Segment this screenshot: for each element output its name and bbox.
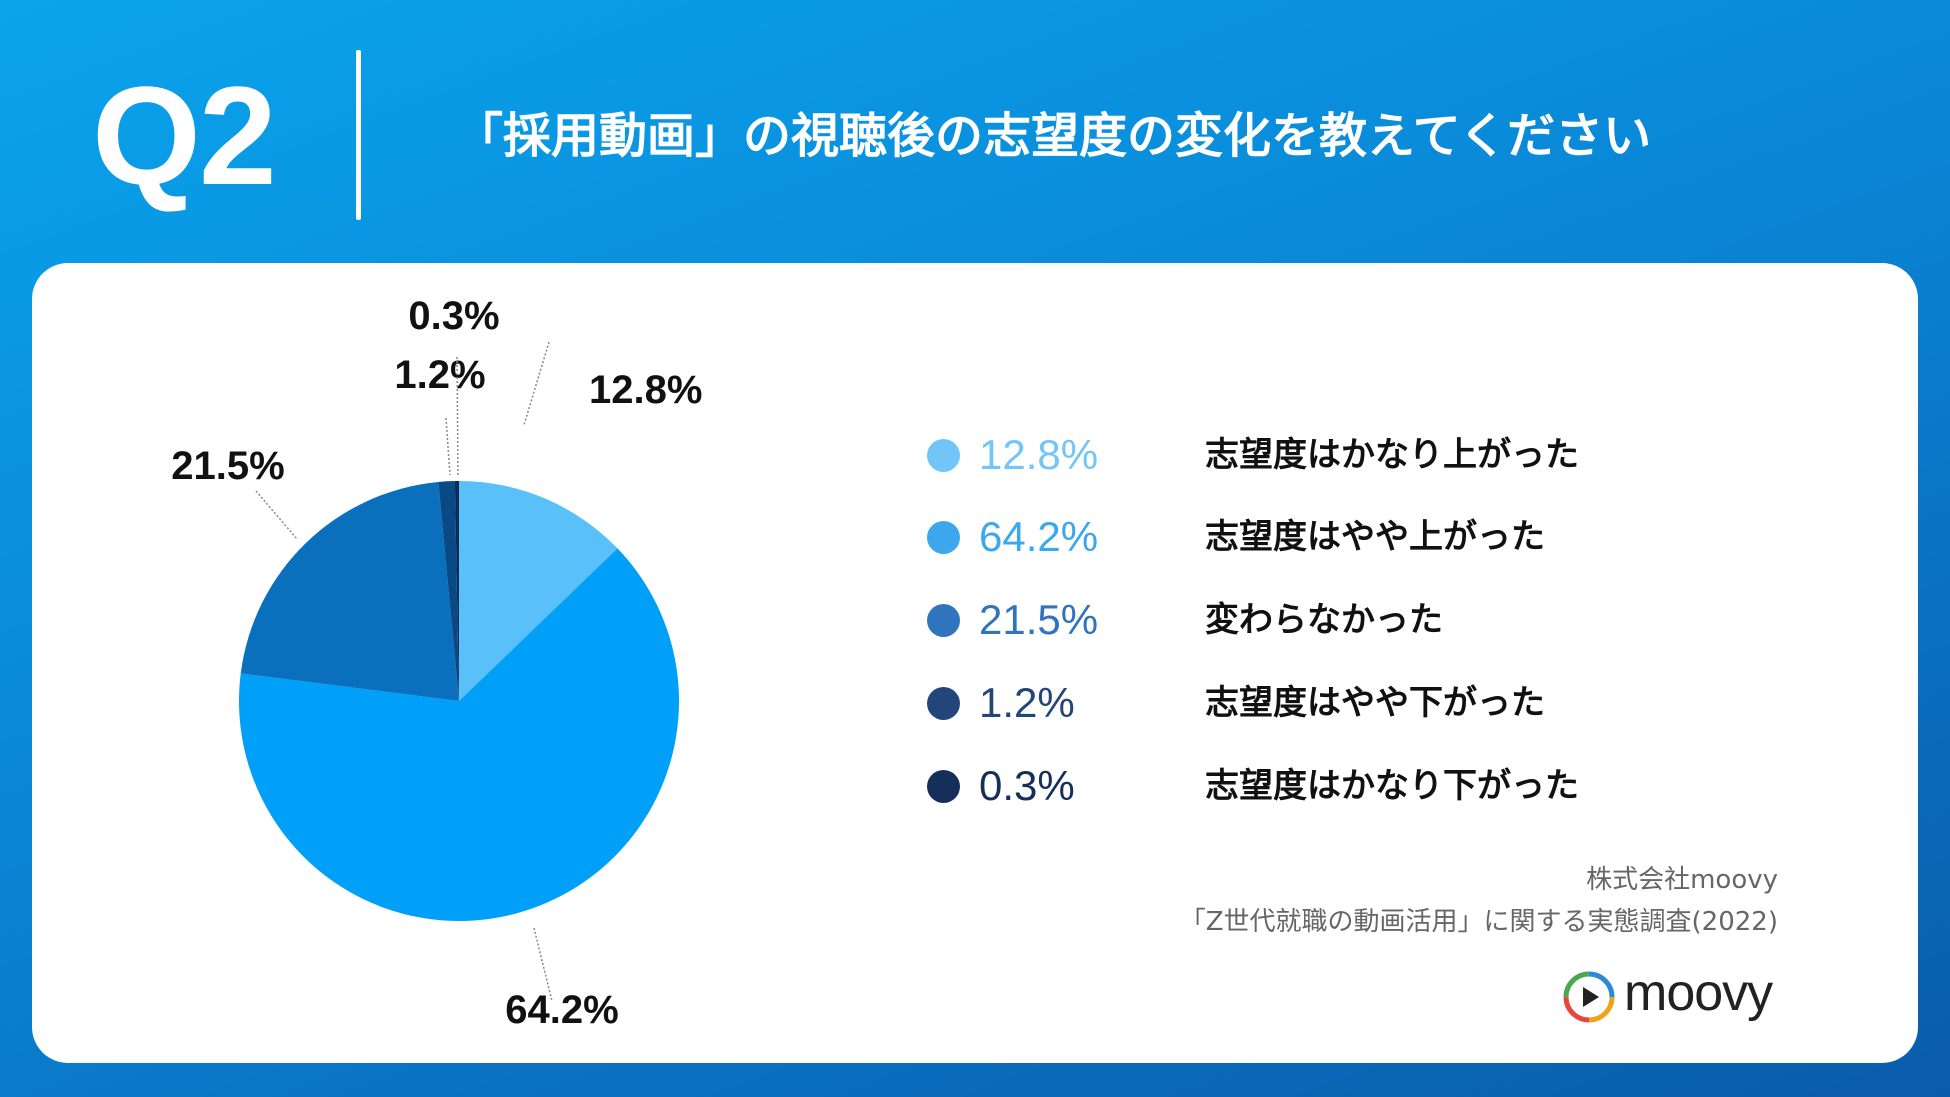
- legend-label: 志望度はかなり上がった: [1205, 435, 1579, 475]
- play-circle-icon: [1563, 971, 1615, 1023]
- slice-leader-line: [255, 490, 298, 540]
- slice-leader-line: [533, 927, 553, 1002]
- legend-swatch: [927, 770, 960, 803]
- pie-slice: [438, 481, 459, 701]
- legend-label: 変わらなかった: [1205, 600, 1443, 640]
- legend-swatch: [927, 604, 960, 637]
- pie-slice: [239, 548, 680, 921]
- legend-swatch: [927, 687, 960, 720]
- legend-value: 64.2%: [979, 513, 1099, 560]
- pie-chart: 12.8% 64.2% 21.5% 1.2% 0.3%: [171, 294, 702, 1032]
- slice-value-label: 12.8%: [589, 368, 702, 412]
- legend-label: 志望度はやや下がった: [1205, 683, 1545, 723]
- source-company: 株式会社moovy: [1586, 865, 1778, 895]
- pie-slice: [459, 481, 618, 701]
- slice-leader-line: [445, 417, 451, 476]
- legend-label: 志望度はかなり下がった: [1205, 766, 1579, 806]
- slice-value-label: 21.5%: [171, 444, 284, 488]
- pie-slice: [454, 481, 459, 701]
- chart-card: 12.8% 64.2% 21.5% 1.2% 0.3% 12.8% 志望度はかなり上がった…: [32, 263, 1918, 1063]
- pie-slice: [240, 481, 459, 701]
- question-number: Q2: [92, 57, 277, 214]
- page-title: 「採用動画」の視聴後の志望度の変化を教えてください: [455, 108, 1652, 164]
- slice-leader-line: [523, 341, 550, 426]
- header-divider: [356, 50, 361, 220]
- brand-name: moovy: [1624, 964, 1773, 1022]
- legend-value: 21.5%: [979, 596, 1099, 643]
- legend-swatch: [927, 521, 960, 554]
- legend-value: 1.2%: [979, 679, 1075, 726]
- slice-value-label: 1.2%: [394, 353, 485, 397]
- slice-value-label: 64.2%: [505, 988, 618, 1032]
- legend-value: 0.3%: [979, 762, 1075, 809]
- legend-label: 志望度はやや上がった: [1205, 517, 1545, 557]
- brand-logo: moovy: [1562, 964, 1778, 1027]
- source-survey: 「Z世代就職の動画活用」に関する実態調査(2022): [1179, 907, 1778, 937]
- legend-swatch: [927, 439, 960, 472]
- legend-value: 12.8%: [979, 431, 1099, 478]
- slice-leader-line: [456, 356, 459, 476]
- slice-value-label: 0.3%: [408, 294, 499, 338]
